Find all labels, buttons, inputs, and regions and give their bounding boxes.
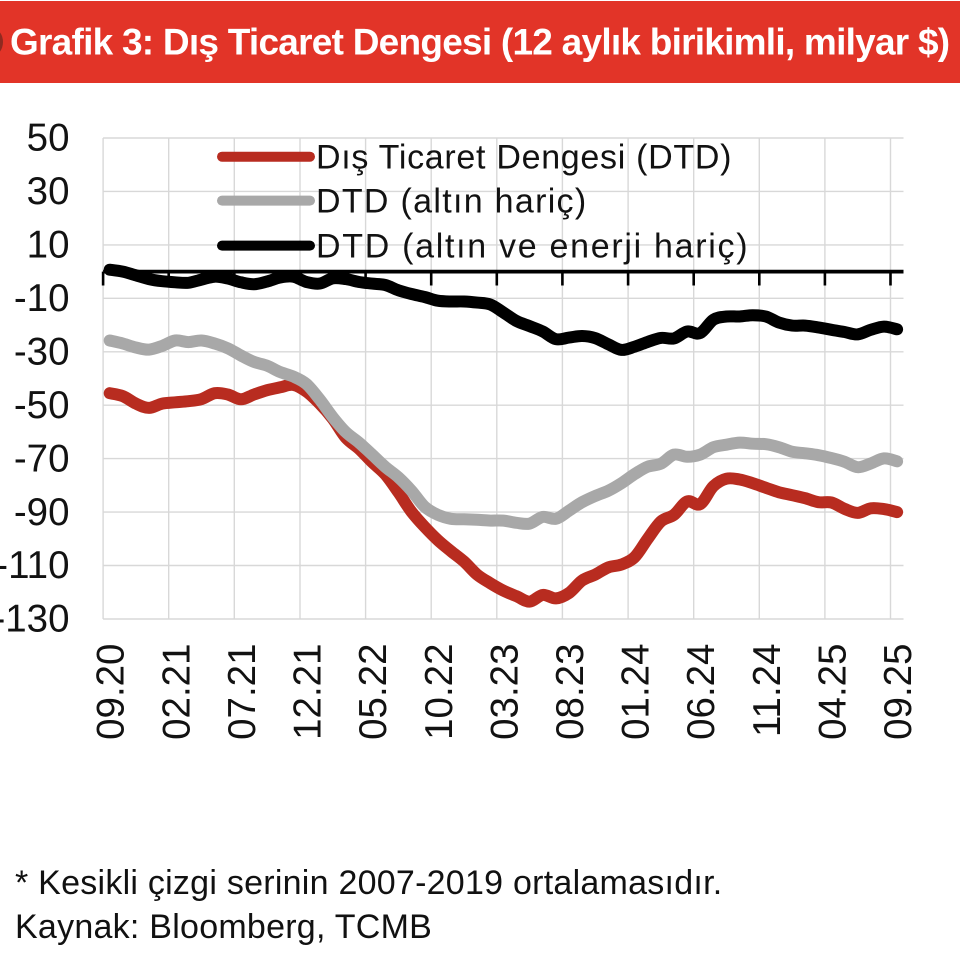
svg-text:02.21: 02.21: [155, 644, 198, 740]
svg-text:08.23: 08.23: [549, 644, 592, 740]
svg-text:-10: -10: [14, 277, 70, 320]
svg-text:-130: -130: [0, 598, 70, 641]
svg-text:50: 50: [27, 117, 70, 160]
svg-text:09.20: 09.20: [90, 644, 133, 740]
svg-text:-70: -70: [14, 437, 70, 480]
svg-text:Grafik 3: Dış Ticaret Dengesi: Grafik 3: Dış Ticaret Dengesi (12 aylık …: [10, 22, 949, 63]
svg-text:04.25: 04.25: [812, 644, 855, 740]
svg-text:11.24: 11.24: [746, 644, 789, 738]
svg-text:DTD (altın hariç): DTD (altın hariç): [316, 182, 587, 220]
svg-text:10.22: 10.22: [418, 644, 461, 740]
svg-text:DTD (altın ve enerji hariç): DTD (altın ve enerji hariç): [316, 227, 749, 265]
svg-text:Dış Ticaret Dengesi (DTD): Dış Ticaret Dengesi (DTD): [316, 138, 732, 176]
svg-text:-50: -50: [14, 384, 70, 427]
svg-text:30: 30: [27, 170, 70, 213]
svg-text:07.21: 07.21: [221, 644, 264, 740]
svg-text:05.22: 05.22: [352, 644, 395, 740]
svg-text:-30: -30: [14, 331, 70, 374]
svg-text:06.24: 06.24: [680, 644, 723, 740]
svg-text:12.21: 12.21: [287, 644, 330, 740]
svg-text:10: 10: [27, 224, 70, 267]
svg-text:01.24: 01.24: [615, 644, 658, 740]
svg-text:-110: -110: [0, 544, 70, 587]
svg-text:03.23: 03.23: [483, 644, 526, 740]
svg-text:09.25: 09.25: [877, 644, 920, 740]
svg-text:-90: -90: [14, 491, 70, 534]
